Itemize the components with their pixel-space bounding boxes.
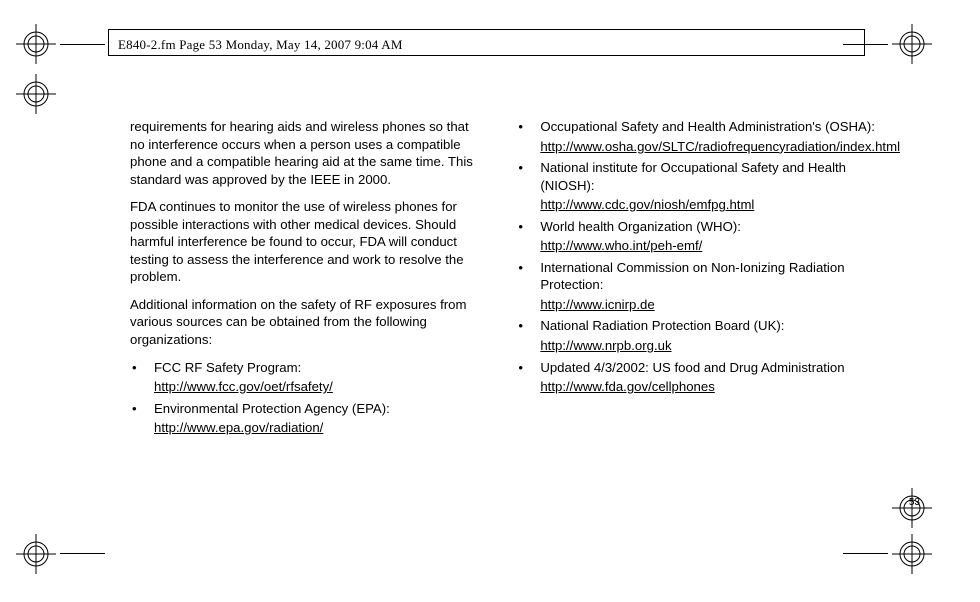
list-item-label: Environmental Protection Agency (EPA):	[154, 400, 486, 418]
list-item: • World health Organization (WHO):	[516, 218, 900, 236]
crop-mark-bottom-right	[886, 528, 938, 580]
right-column: • Occupational Safety and Health Adminis…	[516, 118, 900, 441]
list-item: • National Radiation Protection Board (U…	[516, 317, 900, 335]
list-item: • Environmental Protection Agency (EPA):	[130, 400, 486, 418]
bullet-icon: •	[516, 159, 540, 194]
list-item-link: http://www.nrpb.org.uk	[540, 337, 900, 355]
list-item: • Occupational Safety and Health Adminis…	[516, 118, 900, 136]
list-item-link: http://www.icnirp.de	[540, 296, 900, 314]
list-item: • Updated 4/3/2002: US food and Drug Adm…	[516, 359, 900, 377]
header-frame-right	[864, 29, 865, 56]
header-frame-left	[108, 29, 109, 56]
page-content: requirements for hearing aids and wirele…	[130, 118, 900, 441]
paragraph: FDA continues to monitor the use of wire…	[130, 198, 486, 286]
list-item-link: http://www.fda.gov/cellphones	[540, 378, 900, 396]
list-item-link: http://www.osha.gov/SLTC/radiofrequencyr…	[540, 138, 900, 156]
header-frame-top	[108, 29, 864, 30]
crop-mark-mid-left	[10, 68, 62, 120]
list-item-label: Occupational Safety and Health Administr…	[540, 118, 900, 136]
list-item-link: http://www.epa.gov/radiation/	[154, 419, 486, 437]
bullet-icon: •	[130, 400, 154, 418]
bullet-icon: •	[130, 359, 154, 377]
list-item-label: National institute for Occupational Safe…	[540, 159, 900, 194]
list-item-link: http://www.who.int/peh-emf/	[540, 237, 900, 255]
list-item: • FCC RF Safety Program:	[130, 359, 486, 377]
bullet-icon: •	[516, 317, 540, 335]
bullet-icon: •	[516, 118, 540, 136]
bullet-icon: •	[516, 259, 540, 294]
list-item-label: FCC RF Safety Program:	[154, 359, 486, 377]
header-tick-right	[843, 44, 888, 45]
footer-tick-left	[60, 553, 105, 554]
footer-tick-right	[843, 553, 888, 554]
paragraph: requirements for hearing aids and wirele…	[130, 118, 486, 188]
page-number: 53	[909, 497, 920, 508]
crop-mark-top-right	[886, 18, 938, 70]
bullet-icon: •	[516, 218, 540, 236]
paragraph: Additional information on the safety of …	[130, 296, 486, 349]
list-item-label: World health Organization (WHO):	[540, 218, 900, 236]
list-item: • International Commission on Non-Ionizi…	[516, 259, 900, 294]
crop-mark-mid-right	[886, 482, 938, 534]
page-header: E840-2.fm Page 53 Monday, May 14, 2007 9…	[118, 37, 403, 53]
list-item-label: National Radiation Protection Board (UK)…	[540, 317, 900, 335]
crop-mark-top-left	[10, 18, 62, 70]
left-column: requirements for hearing aids and wirele…	[130, 118, 486, 441]
header-tick-left	[60, 44, 105, 45]
header-frame-bottom	[108, 55, 864, 56]
list-item: • National institute for Occupational Sa…	[516, 159, 900, 194]
list-item-label: International Commission on Non-Ionizing…	[540, 259, 900, 294]
bullet-icon: •	[516, 359, 540, 377]
crop-mark-bottom-left	[10, 528, 62, 580]
list-item-link: http://www.fcc.gov/oet/rfsafety/	[154, 378, 486, 396]
list-item-label: Updated 4/3/2002: US food and Drug Admin…	[540, 359, 900, 377]
list-item-link: http://www.cdc.gov/niosh/emfpg.html	[540, 196, 900, 214]
